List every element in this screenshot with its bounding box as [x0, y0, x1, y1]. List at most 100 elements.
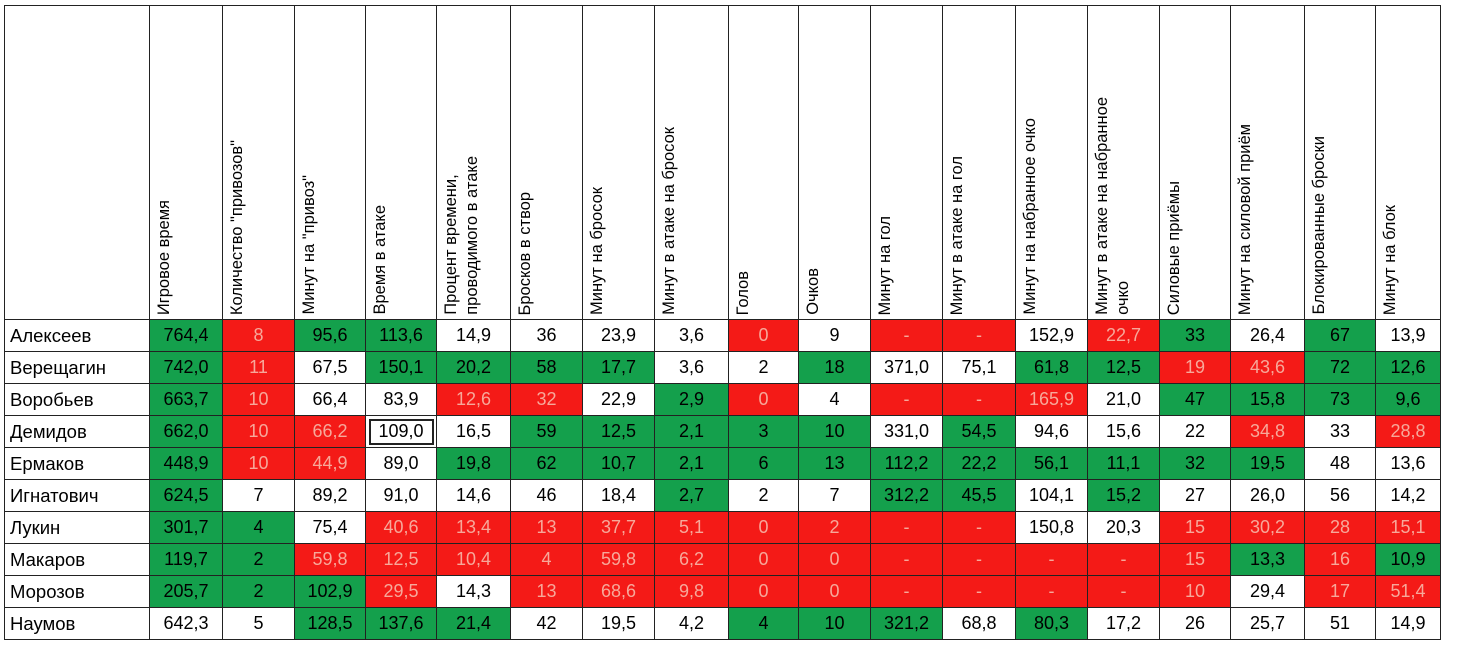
data-cell[interactable]: 6 — [728, 447, 799, 480]
data-cell[interactable]: 68,8 — [942, 607, 1016, 640]
data-cell[interactable]: 33 — [1159, 319, 1231, 352]
data-cell[interactable]: 12,6 — [436, 383, 511, 416]
data-cell[interactable]: 36 — [510, 319, 583, 352]
data-cell[interactable]: 4 — [510, 543, 583, 576]
data-cell[interactable]: 4 — [222, 511, 295, 544]
data-cell[interactable]: 0 — [728, 575, 799, 608]
data-cell[interactable]: 26,0 — [1230, 479, 1305, 512]
data-cell[interactable]: 44,9 — [294, 447, 366, 480]
data-cell[interactable]: - — [942, 383, 1016, 416]
data-cell[interactable]: 12,5 — [1087, 351, 1160, 384]
data-cell[interactable]: 13,3 — [1230, 543, 1305, 576]
data-cell[interactable]: 11,1 — [1087, 447, 1160, 480]
data-cell[interactable]: 17,7 — [582, 351, 655, 384]
data-cell[interactable]: 61,8 — [1015, 351, 1088, 384]
data-cell[interactable]: 80,3 — [1015, 607, 1088, 640]
data-cell[interactable]: 18 — [798, 351, 871, 384]
data-cell[interactable]: 42 — [510, 607, 583, 640]
data-cell[interactable]: 14,6 — [436, 479, 511, 512]
data-cell[interactable]: 83,9 — [365, 383, 437, 416]
data-cell[interactable]: 30,2 — [1230, 511, 1305, 544]
data-cell[interactable]: 62 — [510, 447, 583, 480]
data-cell[interactable]: 12,5 — [582, 415, 655, 448]
data-cell[interactable]: 0 — [728, 511, 799, 544]
data-cell[interactable]: 22,2 — [942, 447, 1016, 480]
data-cell[interactable]: 10 — [222, 447, 295, 480]
player-name[interactable]: Игнатович — [4, 479, 150, 512]
data-cell[interactable]: 14,3 — [436, 575, 511, 608]
data-cell[interactable]: 9 — [798, 319, 871, 352]
data-cell[interactable]: 5 — [222, 607, 295, 640]
data-cell[interactable]: 2 — [222, 575, 295, 608]
data-cell[interactable]: 4 — [798, 383, 871, 416]
data-cell[interactable]: 10 — [798, 607, 871, 640]
data-cell[interactable]: 56 — [1304, 479, 1376, 512]
data-cell[interactable]: 28 — [1304, 511, 1376, 544]
data-cell[interactable]: 2 — [728, 479, 799, 512]
data-cell[interactable]: 15,8 — [1230, 383, 1305, 416]
data-cell[interactable]: - — [870, 383, 943, 416]
data-cell[interactable]: 9,6 — [1375, 383, 1441, 416]
data-cell[interactable]: 16 — [1304, 543, 1376, 576]
data-cell[interactable]: 19 — [1159, 351, 1231, 384]
data-cell[interactable]: 45,5 — [942, 479, 1016, 512]
data-cell[interactable]: 22,9 — [582, 383, 655, 416]
data-cell[interactable]: 27 — [1159, 479, 1231, 512]
data-cell[interactable]: 56,1 — [1015, 447, 1088, 480]
data-cell[interactable]: 7 — [222, 479, 295, 512]
data-cell[interactable]: 663,7 — [149, 383, 223, 416]
data-cell[interactable]: 37,7 — [582, 511, 655, 544]
data-cell[interactable]: 22,7 — [1087, 319, 1160, 352]
data-cell[interactable]: 10 — [222, 383, 295, 416]
data-cell[interactable]: 2 — [798, 511, 871, 544]
data-cell[interactable]: 32 — [510, 383, 583, 416]
data-cell[interactable]: 10 — [222, 415, 295, 448]
data-cell[interactable]: - — [870, 511, 943, 544]
data-cell[interactable]: 165,9 — [1015, 383, 1088, 416]
data-cell[interactable]: 68,6 — [582, 575, 655, 608]
data-cell[interactable]: 43,6 — [1230, 351, 1305, 384]
player-name[interactable]: Алексеев — [4, 319, 150, 352]
data-cell[interactable]: 11 — [222, 351, 295, 384]
data-cell[interactable]: - — [942, 319, 1016, 352]
data-cell[interactable]: 10,4 — [436, 543, 511, 576]
data-cell[interactable]: 2,7 — [654, 479, 729, 512]
data-cell[interactable]: 321,2 — [870, 607, 943, 640]
data-cell[interactable]: 25,7 — [1230, 607, 1305, 640]
data-cell[interactable]: - — [870, 543, 943, 576]
player-name[interactable]: Ермаков — [4, 447, 150, 480]
data-cell[interactable]: 51 — [1304, 607, 1376, 640]
data-cell[interactable]: 13,6 — [1375, 447, 1441, 480]
data-cell[interactable]: 2 — [728, 351, 799, 384]
data-cell[interactable]: 312,2 — [870, 479, 943, 512]
data-cell[interactable]: 21,4 — [436, 607, 511, 640]
data-cell[interactable]: 102,9 — [294, 575, 366, 608]
data-cell[interactable]: 113,6 — [365, 319, 437, 352]
data-cell[interactable]: 19,5 — [1230, 447, 1305, 480]
data-cell[interactable]: 624,5 — [149, 479, 223, 512]
data-cell[interactable]: 10 — [1159, 575, 1231, 608]
data-cell[interactable]: 91,0 — [365, 479, 437, 512]
data-cell[interactable]: 17,2 — [1087, 607, 1160, 640]
data-cell[interactable]: 59,8 — [294, 543, 366, 576]
data-cell[interactable]: 0 — [728, 319, 799, 352]
data-cell[interactable]: 331,0 — [870, 415, 943, 448]
data-cell[interactable]: 301,7 — [149, 511, 223, 544]
player-name[interactable]: Верещагин — [4, 351, 150, 384]
data-cell[interactable]: 0 — [798, 543, 871, 576]
data-cell[interactable]: 150,1 — [365, 351, 437, 384]
data-cell[interactable]: 67 — [1304, 319, 1376, 352]
data-cell[interactable]: 0 — [798, 575, 871, 608]
data-cell[interactable]: 34,8 — [1230, 415, 1305, 448]
data-cell[interactable]: 13 — [510, 511, 583, 544]
data-cell[interactable]: 29,5 — [365, 575, 437, 608]
data-cell[interactable]: 89,2 — [294, 479, 366, 512]
data-cell[interactable]: 33 — [1304, 415, 1376, 448]
data-cell[interactable]: 764,4 — [149, 319, 223, 352]
data-cell[interactable]: 2,9 — [654, 383, 729, 416]
data-cell[interactable]: 10 — [798, 415, 871, 448]
data-cell[interactable]: 19,8 — [436, 447, 511, 480]
data-cell[interactable]: 54,5 — [942, 415, 1016, 448]
data-cell[interactable]: 9,8 — [654, 575, 729, 608]
data-cell[interactable]: - — [1015, 575, 1088, 608]
